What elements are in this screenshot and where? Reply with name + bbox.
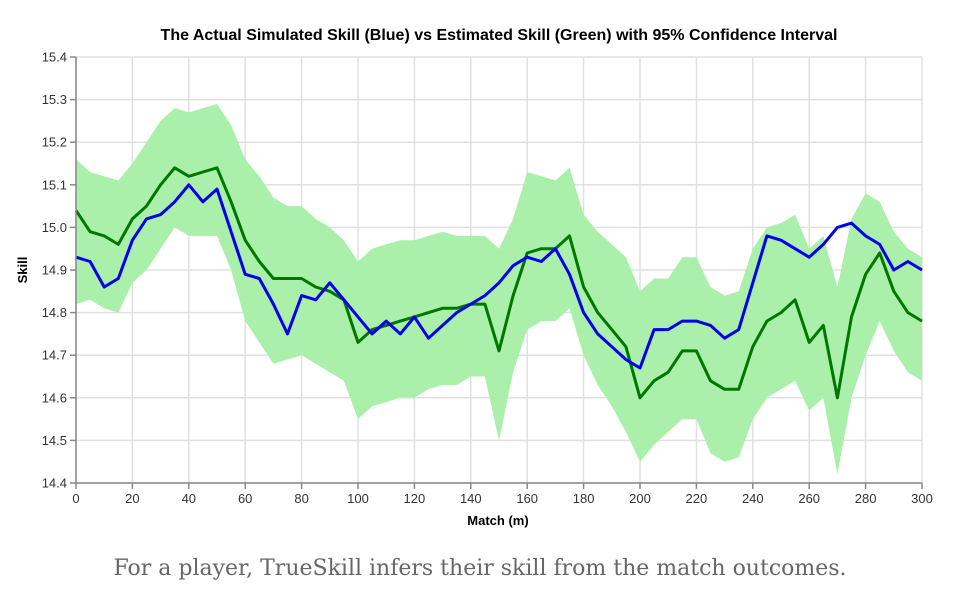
x-tick-label: 220 [686,491,708,506]
x-tick-label: 60 [238,491,252,506]
x-axis-title: Match (m) [467,513,528,528]
chart-title: The Actual Simulated Skill (Blue) vs Est… [161,27,838,44]
y-tick-label: 15.3 [42,92,67,107]
y-tick-label: 14.5 [42,433,67,448]
y-tick-label: 14.4 [42,476,67,491]
figure-caption: For a player, TrueSkill infers their ski… [113,556,847,581]
x-tick-label: 200 [629,491,651,506]
x-tick-label: 20 [125,491,139,506]
y-axis-title: Skill [15,257,30,284]
y-tick-label: 14.8 [42,305,67,320]
x-tick-label: 240 [742,491,764,506]
series-lines [74,166,923,400]
x-tick-label: 280 [855,491,877,506]
confidence-interval-band [76,103,922,475]
x-tick-label: 260 [798,491,820,506]
x-tick-label: 140 [460,491,482,506]
y-tick-label: 15.4 [42,50,67,65]
y-tick-label: 14.7 [42,348,67,363]
x-tick-label: 100 [347,491,369,506]
x-tick-label: 0 [72,491,79,506]
y-tick-label: 15.1 [42,177,67,192]
x-tick-label: 160 [516,491,538,506]
y-tick-label: 14.9 [42,263,67,278]
y-tick-label: 15.2 [42,135,67,150]
x-tick-label: 120 [404,491,426,506]
x-tick-label: 180 [573,491,595,506]
chart: The Actual Simulated Skill (Blue) vs Est… [15,27,933,528]
x-tick-label: 80 [294,491,308,506]
y-tick-label: 14.6 [42,390,67,405]
x-tick-label: 300 [911,491,933,506]
axes: 0 20 40 60 80 100 120 140 160 180 200 220 240 260 280 3… [42,50,933,507]
x-tick-label: 40 [182,491,196,506]
confidence-band-group [76,103,922,475]
y-tick-label: 15.0 [42,220,67,235]
